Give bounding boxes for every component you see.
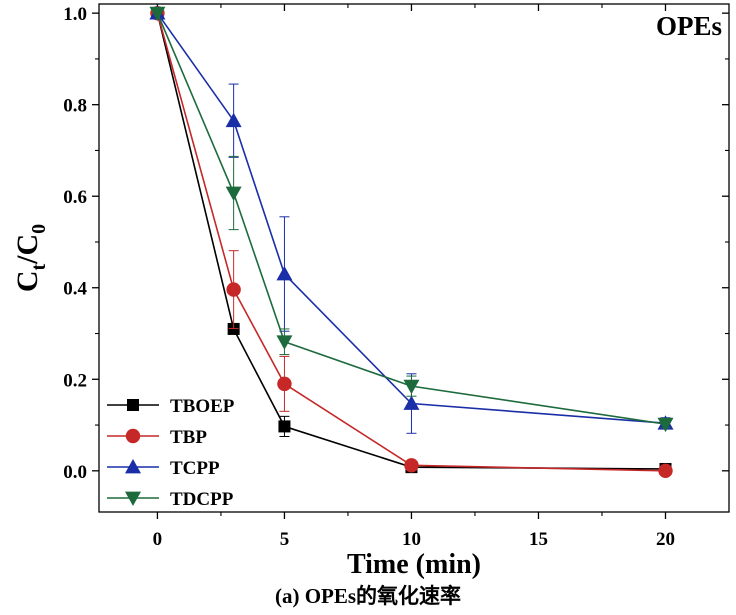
- legend-label: TCPP: [170, 458, 220, 479]
- x-tick-label: 0: [153, 529, 163, 550]
- data-point-tcpp: [403, 395, 420, 410]
- plot-annotation: OPEs: [656, 11, 722, 41]
- legend-marker: [125, 491, 141, 506]
- data-point-tdcpp: [403, 379, 420, 395]
- y-tick-label: 1.0: [63, 4, 87, 25]
- series-layer: [149, 5, 674, 479]
- y-axis-title-sep: /C: [11, 234, 44, 265]
- y-axis-title-main: C: [11, 271, 44, 293]
- y-axis-title: Ct/C0: [11, 224, 50, 292]
- data-point-tbp: [226, 282, 241, 297]
- legend-marker: [125, 428, 141, 444]
- x-axis-title: Time (min): [347, 549, 481, 580]
- axis-ticks: 0 5 10 15 20 0.0 0.2 0.4 0.6 0.8 1.0: [63, 4, 729, 550]
- data-point-tbp: [277, 376, 292, 392]
- legend-item-tcpp: TCPP: [107, 458, 220, 479]
- plot-frame: [98, 3, 730, 513]
- x-tick-label: 5: [280, 529, 290, 550]
- x-tick-label: 20: [656, 529, 675, 550]
- y-tick-label: 0.6: [63, 187, 87, 208]
- data-point-tdcpp: [276, 335, 293, 350]
- data-point-tdcpp: [149, 6, 166, 22]
- data-point-tdcpp: [225, 186, 242, 202]
- data-point-tboep: [278, 420, 291, 433]
- y-tick-label: 0.4: [63, 279, 87, 300]
- legend-label: TBOEP: [170, 396, 235, 417]
- legend: TBOEP TBP TCPP TDCPP: [107, 396, 235, 510]
- figure-caption: (a) OPEs的氧化速率: [274, 584, 462, 608]
- data-point-tdcpp: [657, 417, 674, 433]
- data-point-tbp: [658, 463, 673, 479]
- chart: 0 5 10 15 20 0.0 0.2 0.4 0.6 0.8 1.0 OPEs Time (mi…: [11, 3, 730, 580]
- legend-marker: [125, 459, 141, 474]
- data-point-tbp: [404, 458, 419, 473]
- x-tick-label: 15: [529, 529, 548, 550]
- legend-label: TBP: [170, 427, 207, 448]
- y-tick-label: 0.8: [63, 96, 87, 117]
- series-tcpp: [149, 5, 674, 434]
- series-tdcpp: [149, 6, 674, 433]
- y-tick-label: 0.0: [63, 462, 87, 483]
- y-axis-title-sub1: t: [28, 264, 50, 271]
- legend-label: TDCPP: [170, 489, 234, 510]
- legend-marker: [127, 399, 139, 411]
- data-point-tcpp: [276, 266, 293, 281]
- x-tick-label: 10: [402, 529, 421, 550]
- y-tick-label: 0.2: [63, 370, 87, 391]
- legend-item-tdcpp: TDCPP: [107, 489, 234, 510]
- legend-item-tbp: TBP: [107, 427, 207, 448]
- y-axis-title-sub2: 0: [28, 224, 50, 234]
- legend-item-tboep: TBOEP: [107, 396, 235, 417]
- data-point-tcpp: [225, 112, 242, 128]
